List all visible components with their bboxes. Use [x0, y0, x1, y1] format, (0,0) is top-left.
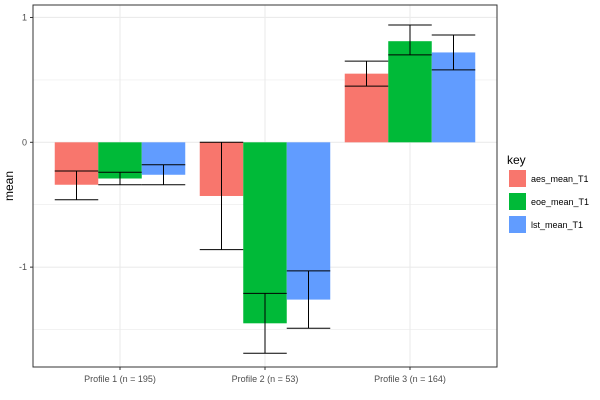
error-bars	[54, 24, 476, 354]
y-tick-label: 1	[22, 12, 27, 22]
x-tick-label: Profile 3 (n = 164)	[374, 374, 446, 384]
legend-items: aes_mean_T1 eoe_mean_T1 lst_mean_T1	[509, 170, 589, 233]
legend-swatch	[509, 170, 526, 187]
legend: key aes_mean_T1 eoe_mean_T1 lst_mean_T1	[507, 153, 589, 233]
legend-label: lst_mean_T1	[531, 220, 583, 230]
y-axis: -1 0 1	[19, 12, 33, 272]
x-axis: Profile 1 (n = 195) Profile 2 (n = 53) Pro…	[84, 367, 446, 384]
y-tick-label: 0	[22, 137, 27, 147]
y-tick-label: -1	[19, 262, 27, 272]
x-tick-label: Profile 2 (n = 53)	[232, 374, 299, 384]
y-axis-title: mean	[2, 171, 16, 201]
legend-label: aes_mean_T1	[531, 174, 589, 184]
bar-eoe_mean_T1-3	[388, 41, 432, 143]
legend-swatch	[509, 193, 526, 210]
legend-title: key	[507, 153, 526, 167]
x-tick-label: Profile 1 (n = 195)	[84, 374, 156, 384]
legend-label: eoe_mean_T1	[531, 197, 589, 207]
legend-swatch	[509, 216, 526, 233]
